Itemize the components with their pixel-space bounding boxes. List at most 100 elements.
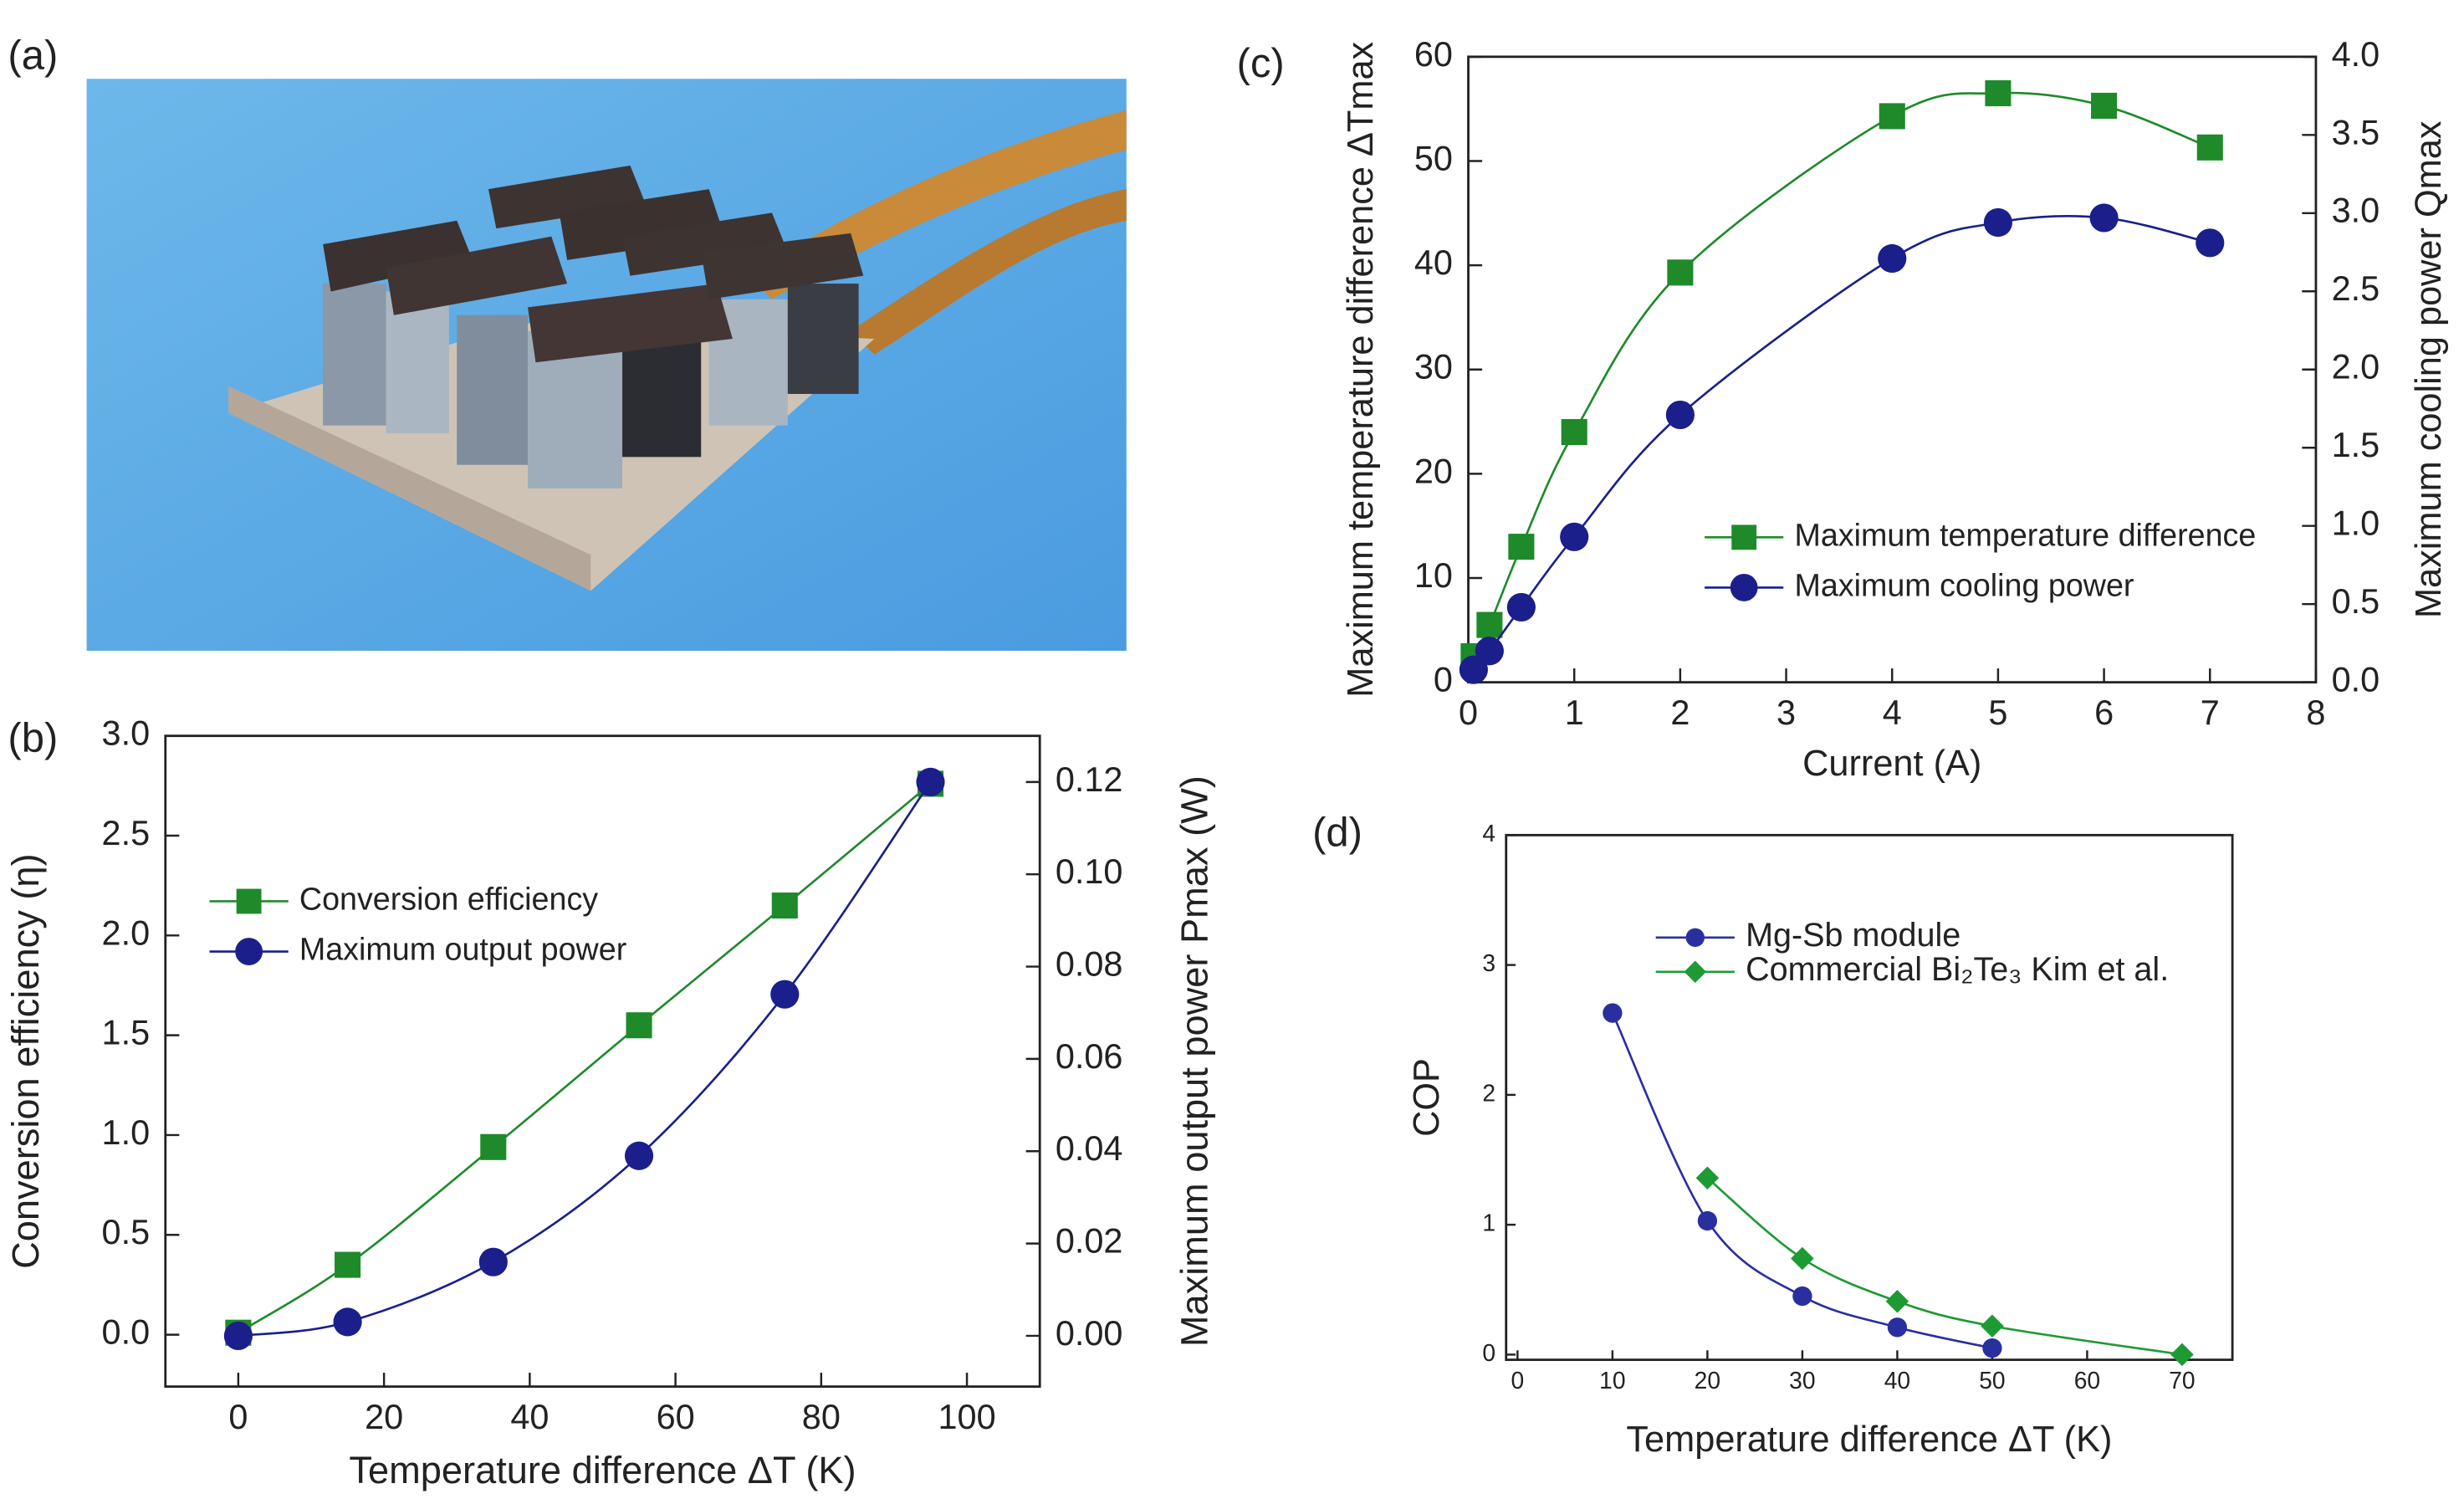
marker bbox=[1603, 1003, 1623, 1023]
series-line bbox=[1706, 1177, 2183, 1356]
x-tick-label: 70 bbox=[2169, 1367, 2195, 1394]
legend-label: Maximum cooling power bbox=[1794, 567, 2134, 602]
marker bbox=[916, 767, 945, 796]
marker bbox=[1685, 928, 1705, 947]
y2-tick-label: 2.0 bbox=[2332, 347, 2380, 386]
x-tick-label: 5 bbox=[1988, 693, 2007, 732]
y-axis-label: COP bbox=[1407, 1058, 1447, 1137]
marker bbox=[235, 938, 263, 965]
marker bbox=[333, 1307, 362, 1337]
y-tick-label: 1 bbox=[1482, 1210, 1495, 1236]
y2-tick-label: 0.12 bbox=[1056, 760, 1123, 799]
y2-tick-label: 1.5 bbox=[2332, 425, 2380, 464]
panel-label: (b) bbox=[8, 715, 58, 760]
marker bbox=[1665, 400, 1695, 430]
marker bbox=[1878, 243, 1907, 274]
marker bbox=[1475, 637, 1504, 666]
series-line bbox=[238, 782, 932, 1334]
y-tick-label: 2.0 bbox=[102, 913, 151, 952]
marker bbox=[1792, 1286, 1812, 1307]
panel-label: (d) bbox=[1312, 810, 1362, 855]
y2-tick-label: 0.0 bbox=[2332, 660, 2380, 699]
marker bbox=[1560, 522, 1589, 551]
marker bbox=[1506, 592, 1536, 622]
y-tick-label: 20 bbox=[1414, 451, 1453, 490]
x-tick-label: 80 bbox=[802, 1397, 841, 1436]
y-tick-label: 1.0 bbox=[102, 1113, 151, 1152]
x-axis-label: Temperature difference ΔT (K) bbox=[1626, 1420, 2112, 1460]
x-tick-label: 0 bbox=[1511, 1367, 1525, 1394]
x-tick-label: 50 bbox=[1979, 1367, 2005, 1394]
legend-label: Commercial Bi₂Te₃ Kim et al. bbox=[1746, 951, 2169, 988]
y-tick-label: 0.5 bbox=[102, 1212, 151, 1251]
marker bbox=[1981, 1314, 2004, 1338]
marker bbox=[771, 892, 798, 919]
y2-tick-label: 0.08 bbox=[1056, 944, 1123, 983]
y-tick-label: 1.5 bbox=[102, 1013, 151, 1052]
y2-tick-label: 2.5 bbox=[2332, 269, 2380, 308]
marker bbox=[2196, 228, 2225, 258]
marker bbox=[236, 888, 262, 914]
marker bbox=[1459, 655, 1488, 684]
panel-label: (c) bbox=[1237, 41, 1285, 86]
y-tick-label: 2 bbox=[1482, 1079, 1495, 1106]
x-tick-label: 40 bbox=[1884, 1367, 1910, 1394]
x-tick-label: 7 bbox=[2201, 693, 2220, 732]
y2-tick-label: 0.5 bbox=[2332, 581, 2380, 621]
marker bbox=[1887, 1317, 1908, 1338]
y2-tick-label: 0.10 bbox=[1056, 852, 1123, 891]
marker bbox=[1508, 534, 1535, 560]
ceramic-edge bbox=[228, 386, 591, 591]
y2-tick-label: 1.0 bbox=[2332, 504, 2380, 543]
marker bbox=[1983, 207, 2013, 238]
x-tick-label: 10 bbox=[1599, 1367, 1625, 1394]
marker bbox=[335, 1251, 361, 1278]
y-tick-label: 3.0 bbox=[102, 714, 151, 753]
marker bbox=[1982, 1338, 2002, 1358]
marker bbox=[1695, 1166, 1720, 1190]
marker bbox=[2091, 92, 2118, 119]
x-tick-label: 20 bbox=[365, 1397, 403, 1436]
x-tick-label: 0 bbox=[228, 1397, 248, 1436]
y-tick-label: 30 bbox=[1414, 347, 1453, 386]
x-axis-label: Current (A) bbox=[1802, 744, 1981, 784]
y2-tick-label: 4.0 bbox=[2332, 34, 2380, 74]
photo bbox=[86, 79, 1127, 651]
series-line bbox=[1611, 1012, 1993, 1349]
marker bbox=[1667, 259, 1694, 286]
y-tick-label: 0 bbox=[1434, 660, 1453, 699]
marker bbox=[1684, 960, 1707, 983]
wires bbox=[851, 189, 1127, 355]
x-tick-label: 3 bbox=[1776, 693, 1796, 732]
marker bbox=[1697, 1210, 1718, 1231]
y-tick-label: 40 bbox=[1414, 243, 1453, 282]
marker bbox=[624, 1141, 654, 1170]
marker bbox=[223, 1321, 253, 1351]
plot-frame bbox=[1505, 833, 2234, 1362]
y2-tick-label: 0.00 bbox=[1056, 1313, 1123, 1353]
x-tick-label: 100 bbox=[938, 1397, 996, 1436]
marker bbox=[1476, 611, 1503, 638]
legs bbox=[323, 284, 859, 489]
series-line bbox=[1472, 91, 2211, 657]
x-tick-label: 30 bbox=[1789, 1367, 1815, 1394]
y2-tick-label: 3.5 bbox=[2332, 112, 2380, 151]
x-tick-label: 60 bbox=[2074, 1367, 2100, 1394]
y-axis-label: Maximum temperature difference ΔTmax bbox=[1341, 41, 1381, 697]
y-tick-label: 0 bbox=[1482, 1339, 1495, 1366]
y2-axis-label: Maximum cooling power Qmax bbox=[2409, 120, 2449, 618]
marker bbox=[1985, 79, 2012, 107]
y2-axis-label: Maximum output power Pmax (W) bbox=[1173, 775, 1215, 1347]
marker bbox=[626, 1012, 652, 1039]
x-tick-label: 40 bbox=[510, 1397, 549, 1436]
y-tick-label: 4 bbox=[1482, 820, 1495, 847]
y2-tick-label: 0.06 bbox=[1056, 1036, 1123, 1076]
y-tick-label: 0.0 bbox=[102, 1312, 151, 1352]
y-tick-label: 2.5 bbox=[102, 813, 151, 852]
y-tick-label: 3 bbox=[1482, 949, 1495, 976]
x-tick-label: 0 bbox=[1459, 693, 1478, 732]
marker bbox=[770, 980, 800, 1009]
marker bbox=[2170, 1343, 2194, 1367]
y2-tick-label: 0.04 bbox=[1056, 1128, 1123, 1168]
